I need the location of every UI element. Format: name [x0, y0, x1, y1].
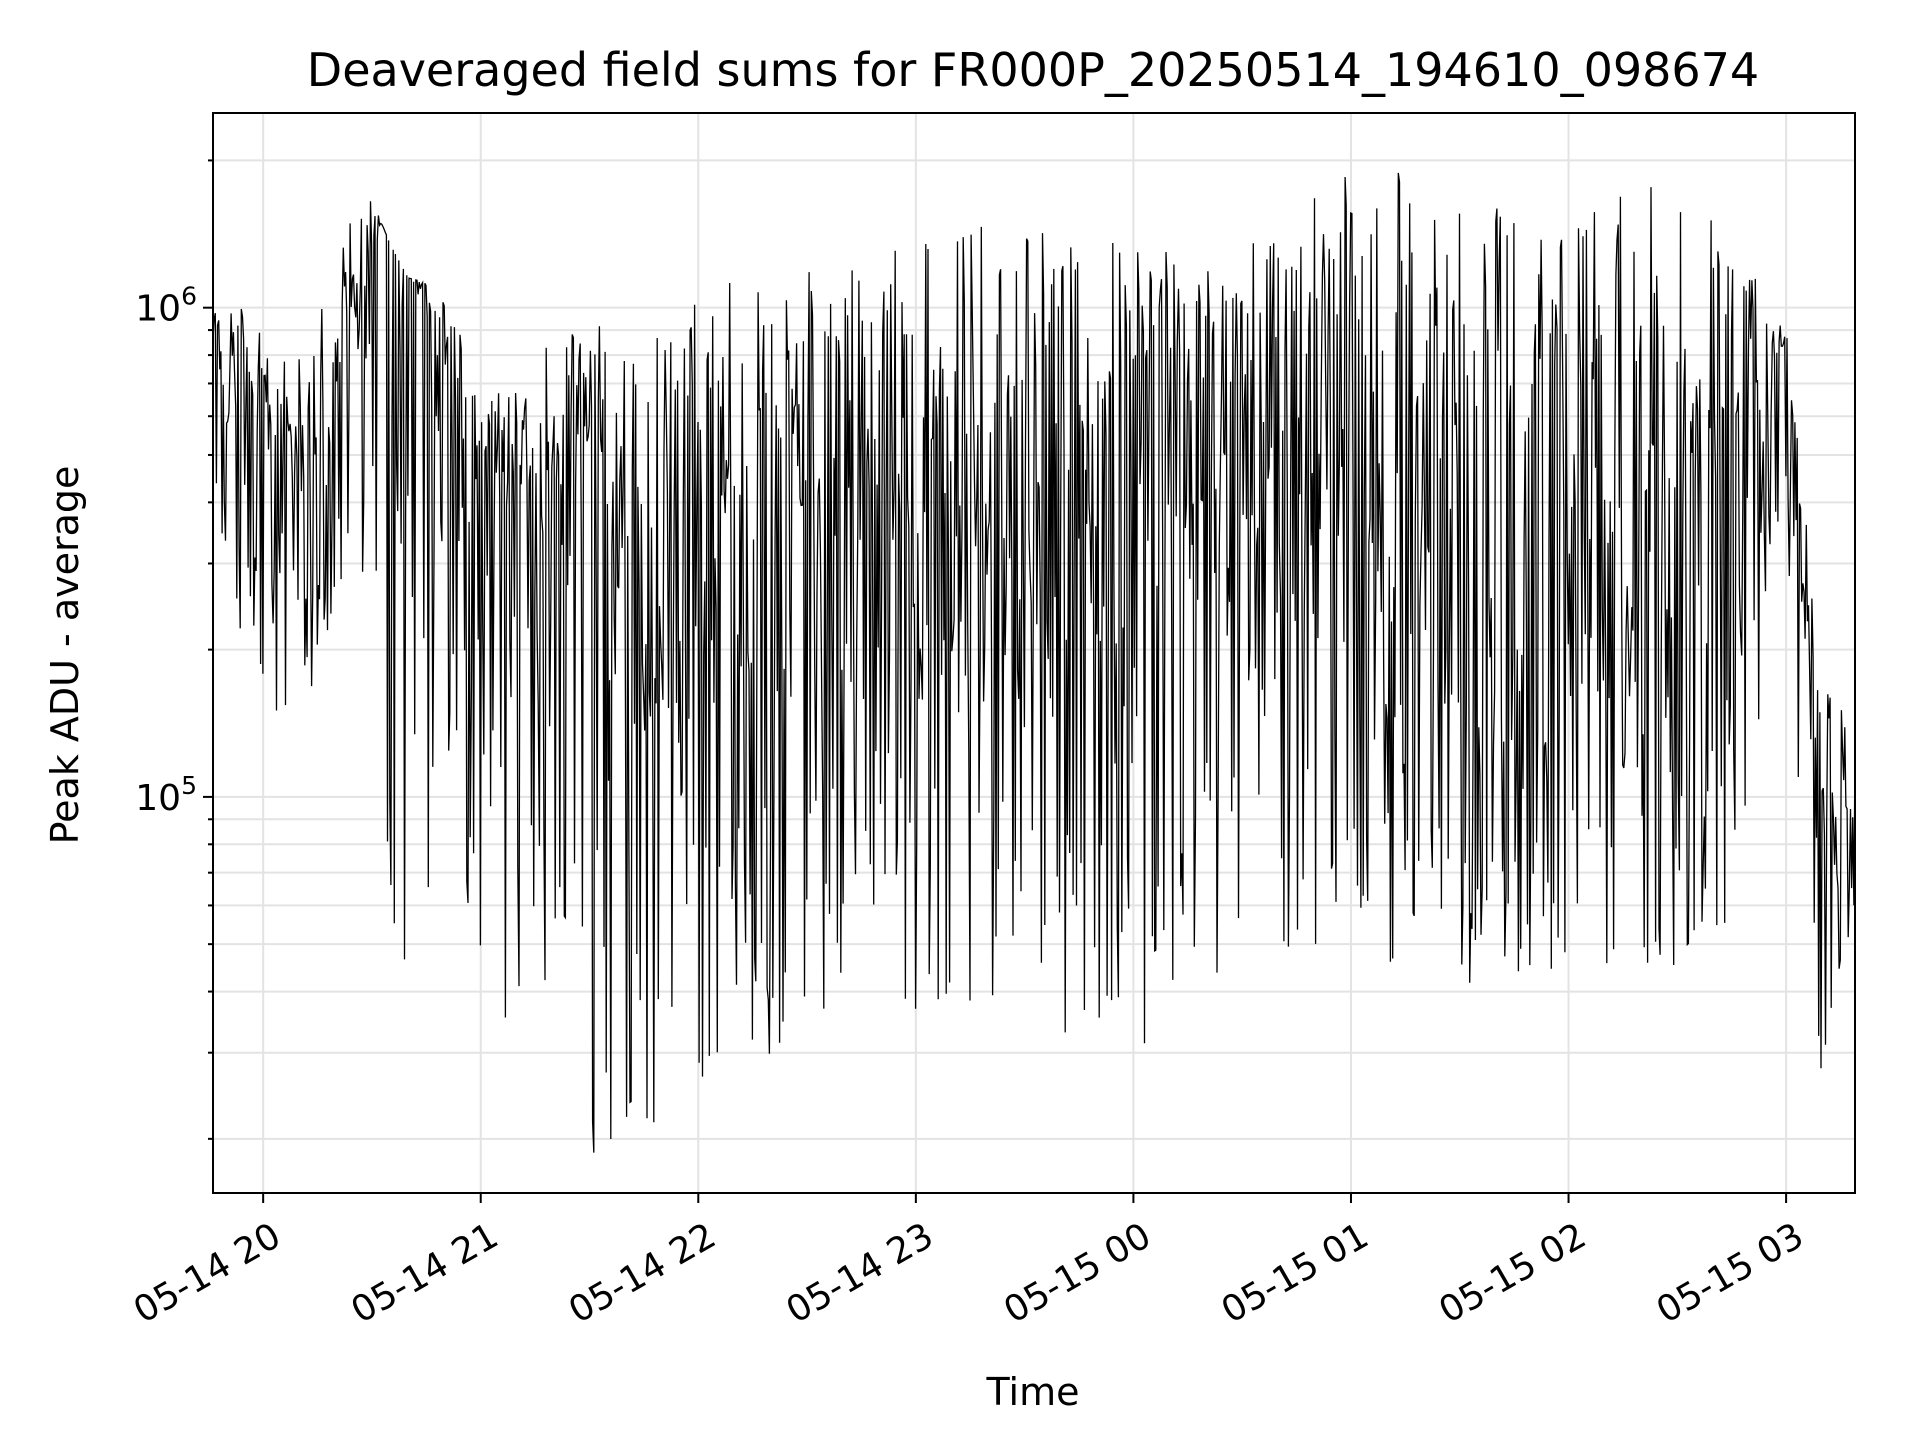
y-tick-base: 10: [135, 289, 181, 330]
plot-frame: [212, 112, 1856, 1194]
y-tick-label: 105: [135, 771, 197, 819]
y-tick-base: 10: [135, 778, 181, 819]
y-tick-exponent: 5: [181, 771, 197, 800]
x-axis-label: Time: [986, 1370, 1080, 1414]
y-tick-label: 106: [135, 282, 197, 330]
y-axis-label: Peak ADU - average: [43, 466, 87, 845]
chart-title: Deaveraged field sums for FR000P_2025051…: [307, 43, 1759, 97]
series-line: [212, 172, 1856, 1153]
series-group: [212, 172, 1856, 1153]
y-tick-exponent: 6: [181, 282, 197, 311]
